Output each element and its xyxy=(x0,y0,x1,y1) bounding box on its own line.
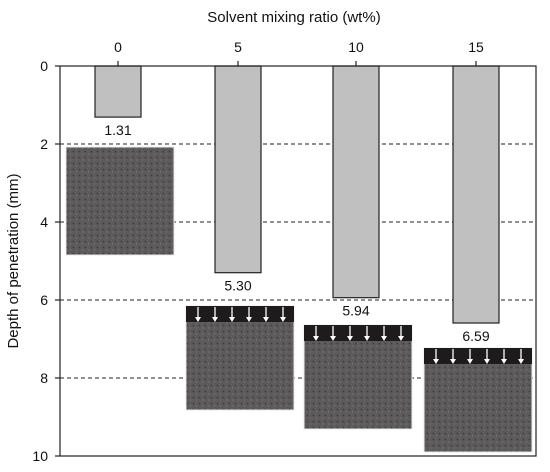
penetration-band xyxy=(424,348,532,364)
penetration-arrowhead xyxy=(263,317,269,322)
data-label-10: 5.94 xyxy=(342,303,369,319)
data-label-15: 6.59 xyxy=(462,328,489,344)
sample-photo-10 xyxy=(303,324,413,430)
penetration-arrowhead xyxy=(518,359,524,364)
y-tick-label-4: 4 xyxy=(40,214,48,230)
y-tick-label-6: 6 xyxy=(40,292,48,308)
sample-photo-0 xyxy=(65,146,175,256)
penetration-arrowhead xyxy=(195,317,201,322)
plot-frame xyxy=(59,65,537,457)
sample-photo-5 xyxy=(185,305,295,411)
x-tick-label-0: 0 xyxy=(114,39,122,55)
data-label-0: 1.31 xyxy=(104,122,131,138)
sample-photo-body xyxy=(423,347,533,453)
penetration-arrowhead xyxy=(484,359,490,364)
y-tick-label-10: 10 xyxy=(32,448,48,464)
x-tick-label-10: 10 xyxy=(348,39,364,55)
penetration-arrowhead xyxy=(450,359,456,364)
penetration-arrowhead xyxy=(467,359,473,364)
penetration-arrowhead xyxy=(280,317,286,322)
penetration-arrowhead xyxy=(246,317,252,322)
bar-5 xyxy=(214,65,262,274)
y-tick-label-2: 2 xyxy=(40,136,48,152)
sample-photo-15 xyxy=(423,347,533,453)
x-tick-label-5: 5 xyxy=(234,39,242,55)
bar-0 xyxy=(94,65,142,118)
penetration-arrowhead xyxy=(381,336,387,341)
penetration-arrowhead xyxy=(501,359,507,364)
penetration-arrowhead xyxy=(330,336,336,341)
penetration-arrowhead xyxy=(313,336,319,341)
data-label-5: 5.30 xyxy=(224,278,251,294)
bar-10 xyxy=(332,65,380,299)
penetration-arrowhead xyxy=(229,317,235,322)
penetration-arrowhead xyxy=(364,336,370,341)
y-tick-label-0: 0 xyxy=(40,58,48,74)
x-axis-title: Solvent mixing ratio (wt%) xyxy=(207,9,380,26)
x-tick-label-15: 15 xyxy=(468,39,484,55)
penetration-arrowhead xyxy=(433,359,439,364)
bar-15 xyxy=(452,65,500,324)
sample-photo-body xyxy=(185,305,295,411)
sample-photo-body xyxy=(65,146,175,256)
y-axis-title: Depth of penetration (mm) xyxy=(5,173,22,348)
y-tick-label-8: 8 xyxy=(40,370,48,386)
penetration-band xyxy=(304,325,412,341)
penetration-band xyxy=(186,306,294,322)
penetration-arrowhead xyxy=(398,336,404,341)
penetration-arrowhead xyxy=(347,336,353,341)
penetration-arrowhead xyxy=(212,317,218,322)
